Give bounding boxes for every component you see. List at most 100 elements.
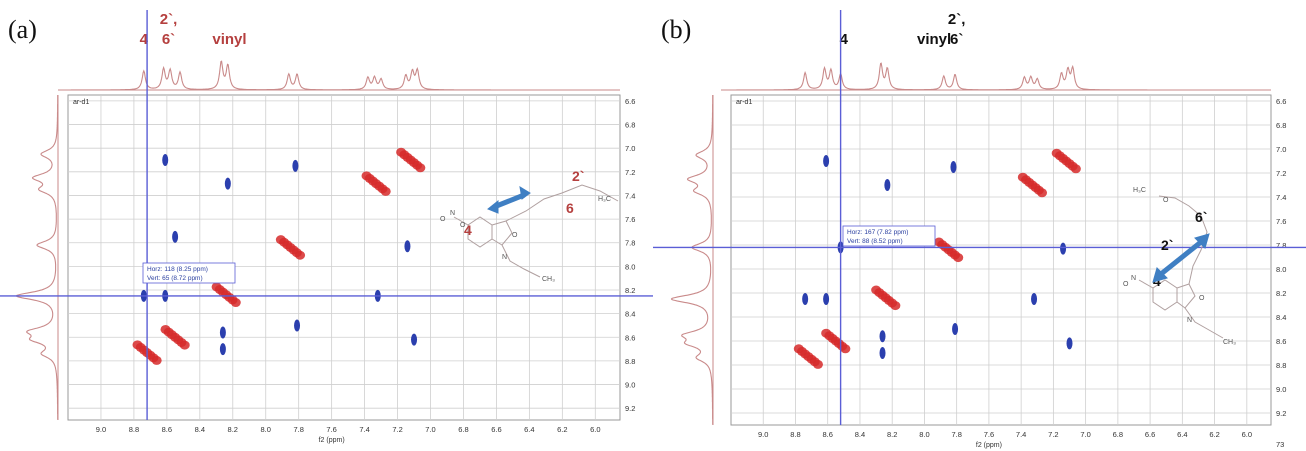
diagonal-peak-blob — [179, 340, 190, 350]
x-tick-label: 8.6 — [162, 425, 172, 434]
y-tick-label: 9.0 — [625, 381, 635, 390]
diagonal-peak — [361, 171, 391, 196]
x-tick-label: 6.6 — [1145, 430, 1155, 439]
y-tick-label: 7.6 — [625, 215, 635, 224]
y-tick-label: 8.2 — [1276, 289, 1286, 298]
y-tick-label: 6.6 — [1276, 97, 1286, 106]
diagonal-peak-blob — [230, 298, 241, 308]
y-tick-label: 8.8 — [1276, 361, 1286, 370]
structure-label: 6` — [1195, 209, 1207, 225]
x-tick-label: 7.8 — [293, 425, 303, 434]
x-tick-label: 7.0 — [425, 425, 435, 434]
cursor-horz-text: Horz: 167 (7.82 ppm) — [847, 229, 908, 236]
peak-label: 2`, — [160, 11, 178, 28]
atom-label: N — [1187, 317, 1192, 324]
x-tick-label: 7.0 — [1080, 430, 1090, 439]
plot-tag: ar-d1 — [736, 99, 752, 106]
atom-label: O — [512, 232, 518, 239]
x-tick-label: 7.6 — [984, 430, 994, 439]
negative-cross-peak — [162, 154, 169, 166]
negative-cross-peak — [952, 323, 959, 335]
x-axis-label: f2 (ppm) — [319, 437, 345, 444]
cursor-info-box — [842, 225, 936, 247]
y-tick-label: 8.4 — [625, 310, 635, 319]
negative-cross-peak — [404, 240, 411, 253]
atom-label: N — [450, 210, 455, 217]
x-tick-label: 6.8 — [1113, 430, 1123, 439]
negative-cross-peak — [1031, 293, 1038, 305]
diagonal-peak-blob — [380, 186, 391, 196]
x-tick-label: 6.4 — [1177, 430, 1187, 439]
y-tick-label: 9.0 — [1276, 385, 1286, 394]
panel-label: (b) — [661, 15, 691, 44]
structure-label: 4 — [464, 222, 472, 238]
x-tick-label: 7.4 — [1016, 430, 1026, 439]
y-tick-label: 8.4 — [1276, 313, 1286, 322]
negative-cross-peak — [802, 293, 809, 305]
peak-label: 4 — [140, 31, 149, 48]
noe-arrow-head — [1194, 233, 1210, 249]
y-tick-label: 9.2 — [625, 404, 635, 413]
nitro-bond — [1138, 279, 1154, 289]
x-tick-label: 7.4 — [359, 425, 369, 434]
five-ring-bond — [491, 220, 513, 246]
negative-cross-peak — [292, 159, 299, 172]
negative-cross-peak — [879, 330, 886, 343]
diagonal-peak — [793, 344, 823, 369]
diagonal-peak — [396, 147, 426, 173]
cursor-info-box — [142, 262, 236, 284]
y-tick-label: 7.4 — [625, 191, 635, 200]
negative-cross-peak — [411, 333, 418, 346]
top-projection-spectrum — [731, 62, 1271, 91]
panel-a: (a) 9.0 8.8 8.6 8.4 8.2 8.0 7.8 7.6 7.4 7.2 7.0 6.8 6… — [0, 10, 653, 444]
negative-cross-peak — [884, 179, 891, 191]
left-projection-spectrum — [670, 95, 714, 425]
panel-label: (a) — [8, 15, 37, 44]
x-tick-label: 8.4 — [855, 430, 865, 439]
diagonal-peak — [871, 285, 901, 311]
y-tick-label: 7.2 — [625, 168, 635, 177]
diagonal-peak-blob — [1037, 188, 1048, 198]
x-tick-label: 8.2 — [887, 430, 897, 439]
diagonal-peak — [160, 324, 190, 350]
y-tick-label: 7.0 — [1276, 145, 1286, 154]
x-tick-label: 8.8 — [790, 430, 800, 439]
atom-label: O — [1199, 295, 1205, 302]
negative-cross-peak — [224, 177, 231, 190]
plot-frame — [730, 94, 1272, 426]
y-tick-label: 7.4 — [1276, 193, 1286, 202]
x-tick-label: 9.0 — [96, 425, 106, 434]
x-tick-label: 6.8 — [458, 425, 468, 434]
atom-label: O — [1123, 281, 1129, 288]
diagonal-peak-blob — [1070, 164, 1081, 174]
structure-label: 6 — [566, 200, 574, 216]
y-tick-label: 8.6 — [625, 333, 635, 342]
structure-label: 2` — [572, 168, 584, 184]
peak-label: 6` — [162, 31, 175, 48]
x-tick-label: 8.0 — [919, 430, 929, 439]
diagonal-peak-blob — [151, 355, 162, 365]
structure-label: 2` — [1161, 237, 1173, 253]
y-tick-label: 7.8 — [1276, 241, 1286, 250]
atom-label: O — [1163, 197, 1169, 204]
y-tick-label: 7.8 — [625, 239, 635, 248]
diagonal-peak-blob — [890, 301, 901, 311]
x-tick-label: 6.2 — [557, 425, 567, 434]
y-tick-label: 7.6 — [1276, 217, 1286, 226]
x-tick-label: 7.2 — [1048, 430, 1058, 439]
page-number: 73 — [1276, 440, 1284, 449]
plot-frame — [67, 94, 621, 421]
noesy-spectrum-b: (b) 9.0 8.8 8.6 8.4 8.2 8.0 7.8 7.6 7.4 7.2 7.0 6.8 6… — [653, 10, 1306, 449]
x-tick-label: 8.4 — [195, 425, 205, 434]
n-chain-bond — [1184, 307, 1224, 339]
atom-label: O — [440, 216, 446, 223]
y-tick-label: 7.0 — [625, 144, 635, 153]
peak-label: 2`, — [948, 11, 966, 28]
peak-label: 4 — [840, 31, 849, 48]
atom-label: O — [460, 222, 466, 229]
noe-arrow-shaft — [1159, 240, 1203, 276]
noe-arrow-head — [487, 199, 499, 214]
diagonal-peak-blob — [415, 163, 426, 173]
